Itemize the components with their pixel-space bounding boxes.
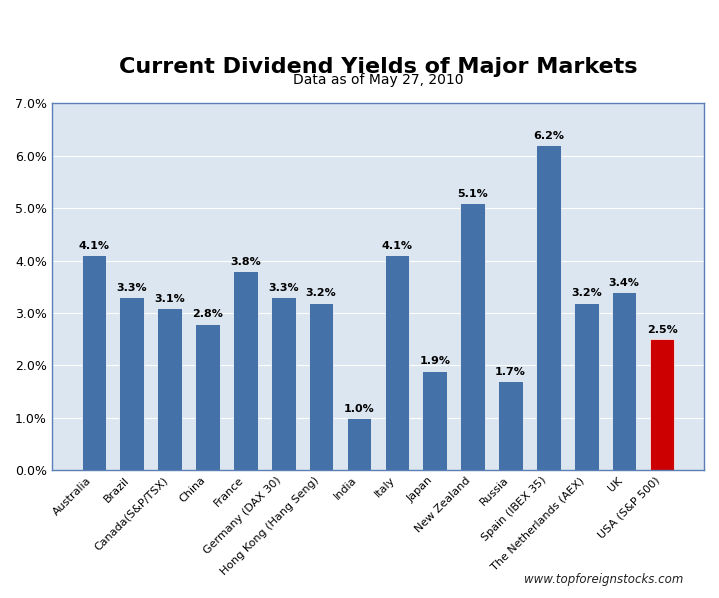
Bar [423,371,447,470]
Bar [498,381,523,470]
Text: 2.8%: 2.8% [192,309,223,319]
Text: 3.4%: 3.4% [609,278,640,288]
Bar [81,255,106,470]
Text: www.topforeignstocks.com: www.topforeignstocks.com [523,573,683,586]
Text: 3.2%: 3.2% [306,288,336,298]
Text: 6.2%: 6.2% [533,131,564,141]
Text: 3.1%: 3.1% [154,294,185,304]
Bar [271,297,296,470]
Bar [308,303,334,470]
Text: 4.1%: 4.1% [78,241,109,251]
Bar [385,255,409,470]
Text: 3.2%: 3.2% [571,288,602,298]
Text: 1.0%: 1.0% [344,404,375,414]
Bar [157,308,182,470]
Bar [650,339,674,470]
Bar [460,203,485,470]
Text: Data as of May 27, 2010: Data as of May 27, 2010 [293,73,463,87]
Bar [233,271,257,470]
Bar [574,303,599,470]
Bar [347,418,371,470]
Bar [119,297,144,470]
Text: 1.7%: 1.7% [495,367,526,377]
Text: 5.1%: 5.1% [457,189,488,199]
Text: 4.1%: 4.1% [381,241,413,251]
Bar [612,292,636,470]
Title: Current Dividend Yields of Major Markets: Current Dividend Yields of Major Markets [119,57,637,77]
Bar [195,324,220,470]
Text: 1.9%: 1.9% [419,356,450,367]
Text: 2.5%: 2.5% [646,325,677,335]
Text: 3.3%: 3.3% [268,283,298,293]
Bar [536,145,561,470]
Text: 3.8%: 3.8% [230,257,261,267]
Text: 3.3%: 3.3% [116,283,147,293]
